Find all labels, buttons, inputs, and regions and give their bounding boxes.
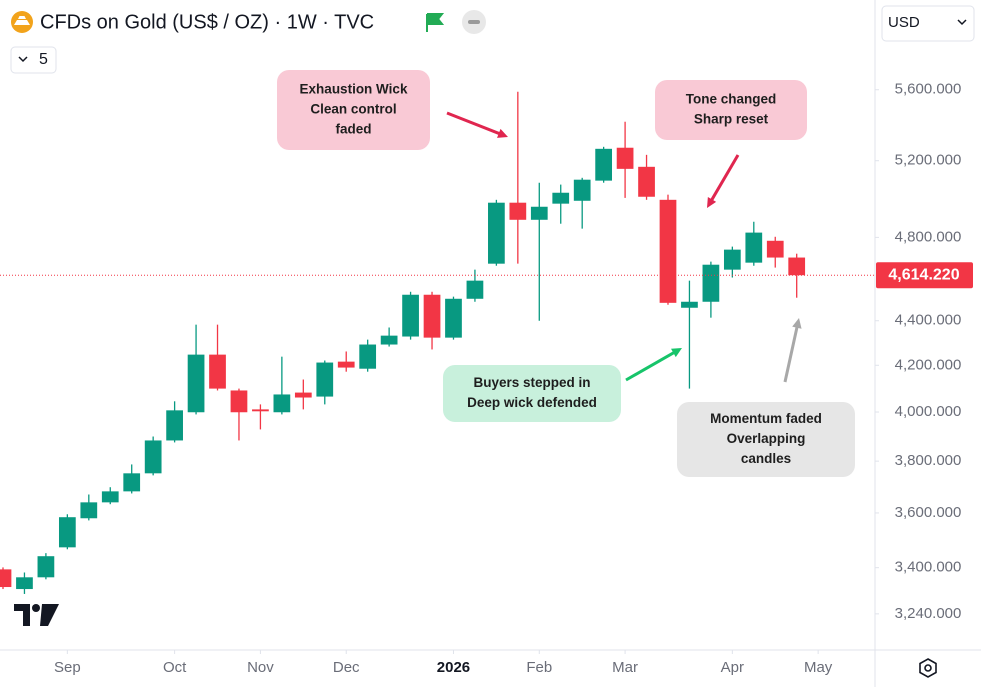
currency-label: USD xyxy=(888,14,920,31)
status-dash xyxy=(468,20,480,24)
candle-body xyxy=(123,473,141,492)
candle-body xyxy=(702,264,720,302)
annotation-text: Buyers stepped in xyxy=(473,375,590,390)
candle-body xyxy=(638,166,655,197)
indicator-count: 5 xyxy=(39,51,48,68)
candle-body xyxy=(144,440,162,474)
candle-body xyxy=(745,232,763,263)
annotation-text: Sharp reset xyxy=(694,112,769,127)
indicator-chevron xyxy=(18,56,28,63)
x-tick-label: 2026 xyxy=(437,659,470,676)
annotation-text: Deep wick defended xyxy=(467,395,597,410)
candle-body xyxy=(230,390,248,413)
x-tick-label: Sep xyxy=(54,659,81,676)
candle-body xyxy=(530,206,548,220)
indicator-button[interactable] xyxy=(10,46,57,74)
candle-body xyxy=(659,199,677,303)
candle-body xyxy=(766,240,784,258)
annotation-arrow xyxy=(708,154,740,205)
y-tick-label: 3,400.000 xyxy=(895,559,962,576)
candle-body xyxy=(681,301,698,308)
candle-body xyxy=(273,394,291,413)
candle-body xyxy=(466,280,484,299)
candle-body xyxy=(37,556,55,578)
last-price-box xyxy=(876,262,973,289)
x-tick-label: Mar xyxy=(612,659,638,676)
x-tick-label: Nov xyxy=(247,659,274,676)
candle-body xyxy=(58,517,76,548)
x-tick-label: Oct xyxy=(163,659,187,676)
candle-body xyxy=(445,298,462,338)
y-tick-label: 4,000.000 xyxy=(895,403,962,420)
flag-icon xyxy=(426,13,445,32)
currency-button[interactable] xyxy=(881,5,975,42)
annotation-arrowhead xyxy=(671,348,682,358)
candle-body xyxy=(252,409,269,412)
annotation-arrow xyxy=(446,111,504,137)
annotation-box xyxy=(677,402,855,477)
tv-logo-dot xyxy=(32,604,40,612)
candle-body xyxy=(294,392,312,398)
candle-body xyxy=(552,192,570,204)
y-tick-label: 3,800.000 xyxy=(895,452,962,469)
y-tick-label: 4,200.000 xyxy=(895,356,962,373)
candle-body xyxy=(337,361,355,368)
y-tick-label: 3,600.000 xyxy=(895,504,962,521)
annotation-text: faded xyxy=(335,122,371,137)
annotation-arrow xyxy=(783,322,800,383)
annotation-arrow xyxy=(625,349,679,382)
last-price-label: 4,614.220 xyxy=(888,266,959,283)
y-tick-label: 5,600.000 xyxy=(895,81,962,98)
annotation-box xyxy=(277,70,430,150)
annotation-text: Exhaustion Wick xyxy=(300,82,408,97)
x-tick-label: Feb xyxy=(526,659,552,676)
candle-body xyxy=(509,202,527,220)
annotation-box xyxy=(655,80,807,140)
candle-body xyxy=(359,344,377,369)
y-tick-label: 3,240.000 xyxy=(895,605,962,622)
annotation-text: Tone changed xyxy=(686,92,777,107)
candle-body xyxy=(209,354,226,389)
candle-body xyxy=(616,147,634,169)
settings-icon[interactable] xyxy=(919,658,937,678)
candle-body xyxy=(573,179,591,201)
candle-body xyxy=(16,577,33,590)
x-tick-label: May xyxy=(804,659,833,676)
annotation-arrowhead xyxy=(792,318,802,329)
candle-body xyxy=(423,294,441,338)
y-tick-label: 4,800.000 xyxy=(895,228,962,245)
annotation-arrowhead xyxy=(707,197,717,208)
chart-title: CFDs on Gold (US$ / OZ) · 1W · TVC xyxy=(40,11,374,33)
candle-body xyxy=(488,202,505,264)
candle-body xyxy=(0,569,12,588)
candle-body xyxy=(723,249,741,270)
y-tick-label: 5,200.000 xyxy=(895,152,962,169)
y-tick-label: 4,400.000 xyxy=(895,312,962,329)
candle-body xyxy=(80,502,98,519)
candle-body xyxy=(402,294,419,337)
candle-body xyxy=(166,410,183,441)
currency-chevron xyxy=(957,19,967,26)
candle-body xyxy=(788,257,806,276)
candle-body xyxy=(187,354,205,413)
settings-icon-hub xyxy=(924,664,932,672)
annotation-text: Clean control xyxy=(310,102,396,117)
x-tick-label: Apr xyxy=(721,659,744,676)
annotation-text: Overlapping xyxy=(727,431,806,446)
annotation-text: Momentum faded xyxy=(710,411,822,426)
annotation-box xyxy=(443,365,621,422)
logo-bars xyxy=(14,16,30,25)
x-tick-label: Dec xyxy=(333,659,360,676)
candle-body xyxy=(316,362,334,397)
annotation-text: candles xyxy=(741,451,791,466)
annotation-arrowhead xyxy=(497,128,508,138)
candle-body xyxy=(101,491,119,503)
candle-body xyxy=(595,148,613,181)
tv-logo xyxy=(14,604,59,626)
candle-body xyxy=(380,335,398,345)
